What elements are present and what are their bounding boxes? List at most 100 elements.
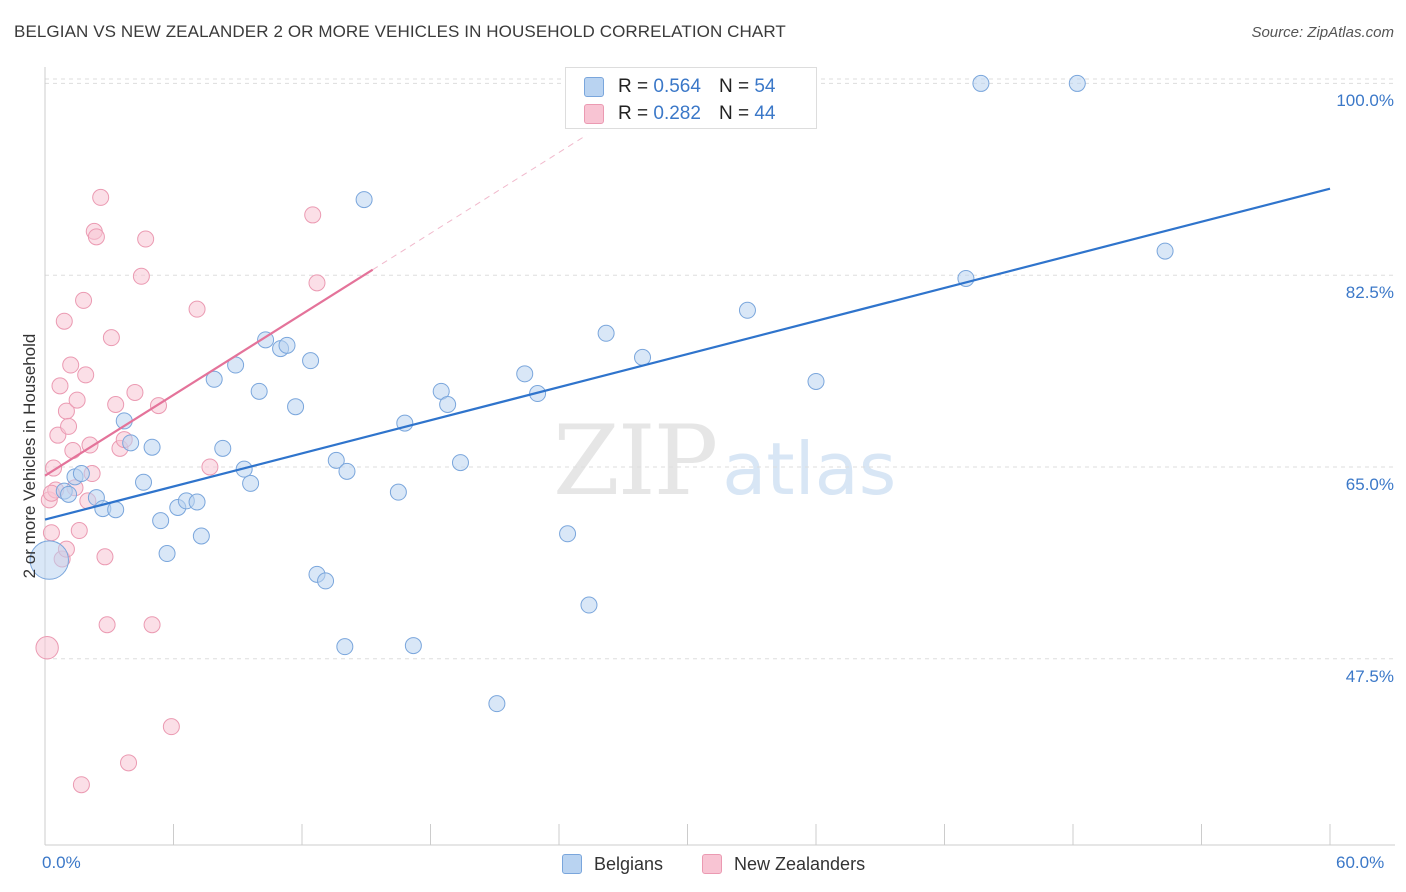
nz-point [72, 776, 90, 794]
y-tick-label: 82.5% [1345, 283, 1394, 303]
belgian-point [107, 501, 125, 519]
legend-label-new-zealanders: New Zealanders [734, 853, 866, 874]
belgian-point [135, 473, 153, 491]
stats-legend-nz: R = 0.282 N = 44 [584, 100, 775, 128]
belgian-point [559, 525, 577, 543]
nz-point [92, 188, 110, 206]
belgian-point [336, 638, 354, 656]
belgian-swatch [584, 77, 604, 97]
grid-lines [45, 78, 1395, 660]
source-label: Source: ZipAtlas.com [1251, 24, 1394, 41]
belgian-point [1156, 242, 1174, 260]
nz-point [162, 718, 180, 736]
belgian-point [597, 324, 615, 342]
nz-point [201, 458, 219, 476]
nz-point [35, 636, 59, 660]
belgian-point [205, 370, 223, 388]
legend-item-new-zealanders[interactable]: New Zealanders [702, 851, 865, 877]
belgian-point [122, 434, 140, 452]
belgian-point [404, 637, 422, 655]
belgian-point [807, 372, 825, 390]
nz-point [87, 228, 105, 246]
belgian-point [72, 465, 90, 483]
nz-point [126, 383, 144, 401]
nz-points [35, 188, 326, 794]
belgian-point [257, 331, 275, 349]
nz-r-label: R = [618, 103, 649, 124]
belgian-point [634, 348, 652, 366]
belgian-point [188, 493, 206, 511]
belgian-point [488, 695, 506, 713]
nz-point [62, 356, 80, 374]
belgian-point [327, 451, 345, 469]
nz-point [137, 230, 155, 248]
x-tick-max: 60.0% [1336, 853, 1385, 872]
belgian-points [29, 74, 1174, 713]
belgian-point [972, 74, 990, 92]
nz-point [132, 267, 150, 285]
belgian-point [516, 365, 534, 383]
belgian-point [192, 527, 210, 545]
belgian-r-value: 0.564 [653, 76, 701, 97]
nz-n-label: N = [718, 103, 750, 124]
nz-point [70, 522, 88, 540]
nz-point [77, 366, 95, 384]
belgian-r-label: R = [618, 76, 649, 97]
nz-point [308, 274, 326, 292]
belgian-point [1068, 74, 1086, 92]
belgian-point [29, 540, 69, 580]
belgian-point [143, 438, 161, 456]
nz-point [188, 300, 206, 318]
belgian-point [152, 512, 170, 530]
belgian-point [250, 382, 268, 400]
belgian-point [158, 545, 176, 563]
legend-item-belgians[interactable]: Belgians [562, 851, 663, 877]
belgian-n-label: N = [718, 76, 750, 97]
nz-point [96, 548, 114, 566]
belgian-point [355, 191, 373, 209]
nz-n-value: 44 [754, 103, 776, 124]
belgian-point [242, 474, 260, 492]
nz-point [42, 524, 60, 542]
stats-legend: R = 0.564 N = 54 R = 0.282 N = 44 [565, 67, 817, 129]
nz-trend-extension [372, 134, 588, 271]
axes [44, 67, 1395, 846]
belgian-point [439, 395, 457, 413]
y-tick-label: 65.0% [1345, 474, 1394, 494]
nz-point [68, 391, 86, 409]
y-tick-label: 100.0% [1336, 91, 1394, 111]
x-tick-min: 0.0% [42, 853, 81, 872]
belgian-point [738, 301, 756, 319]
belgian-trend-line [44, 187, 1331, 521]
belgian-point [278, 336, 296, 354]
belgian-point [389, 483, 407, 501]
nz-r-value: 0.282 [653, 103, 701, 124]
belgian-point [60, 485, 78, 503]
nz-point [102, 329, 120, 347]
trend-lines [44, 134, 1331, 521]
legend-label-belgians: Belgians [594, 853, 664, 874]
belgian-point [580, 596, 598, 614]
belgian-n-value: 54 [754, 76, 776, 97]
nz-point [120, 754, 138, 772]
belgian-point [317, 572, 335, 590]
nz-point [98, 616, 116, 634]
belgian-point [338, 462, 356, 480]
nz-point [75, 291, 93, 309]
y-tick-label: 47.5% [1345, 666, 1394, 686]
nz-swatch [584, 104, 604, 124]
nz-trend-line [44, 268, 374, 477]
nz-point [143, 616, 161, 634]
chart-title: BELGIAN VS NEW ZEALANDER 2 OR MORE VEHIC… [14, 22, 786, 41]
belgian-point [451, 454, 469, 472]
nz-point [55, 312, 73, 330]
nz-legend-swatch [702, 854, 722, 874]
nz-point [64, 442, 82, 460]
belgian-point [287, 398, 305, 416]
stats-legend-belgians: R = 0.564 N = 54 [584, 73, 775, 101]
nz-point [304, 206, 322, 224]
belgian-point [214, 439, 232, 457]
nz-point [51, 377, 69, 395]
nz-point [107, 395, 125, 413]
